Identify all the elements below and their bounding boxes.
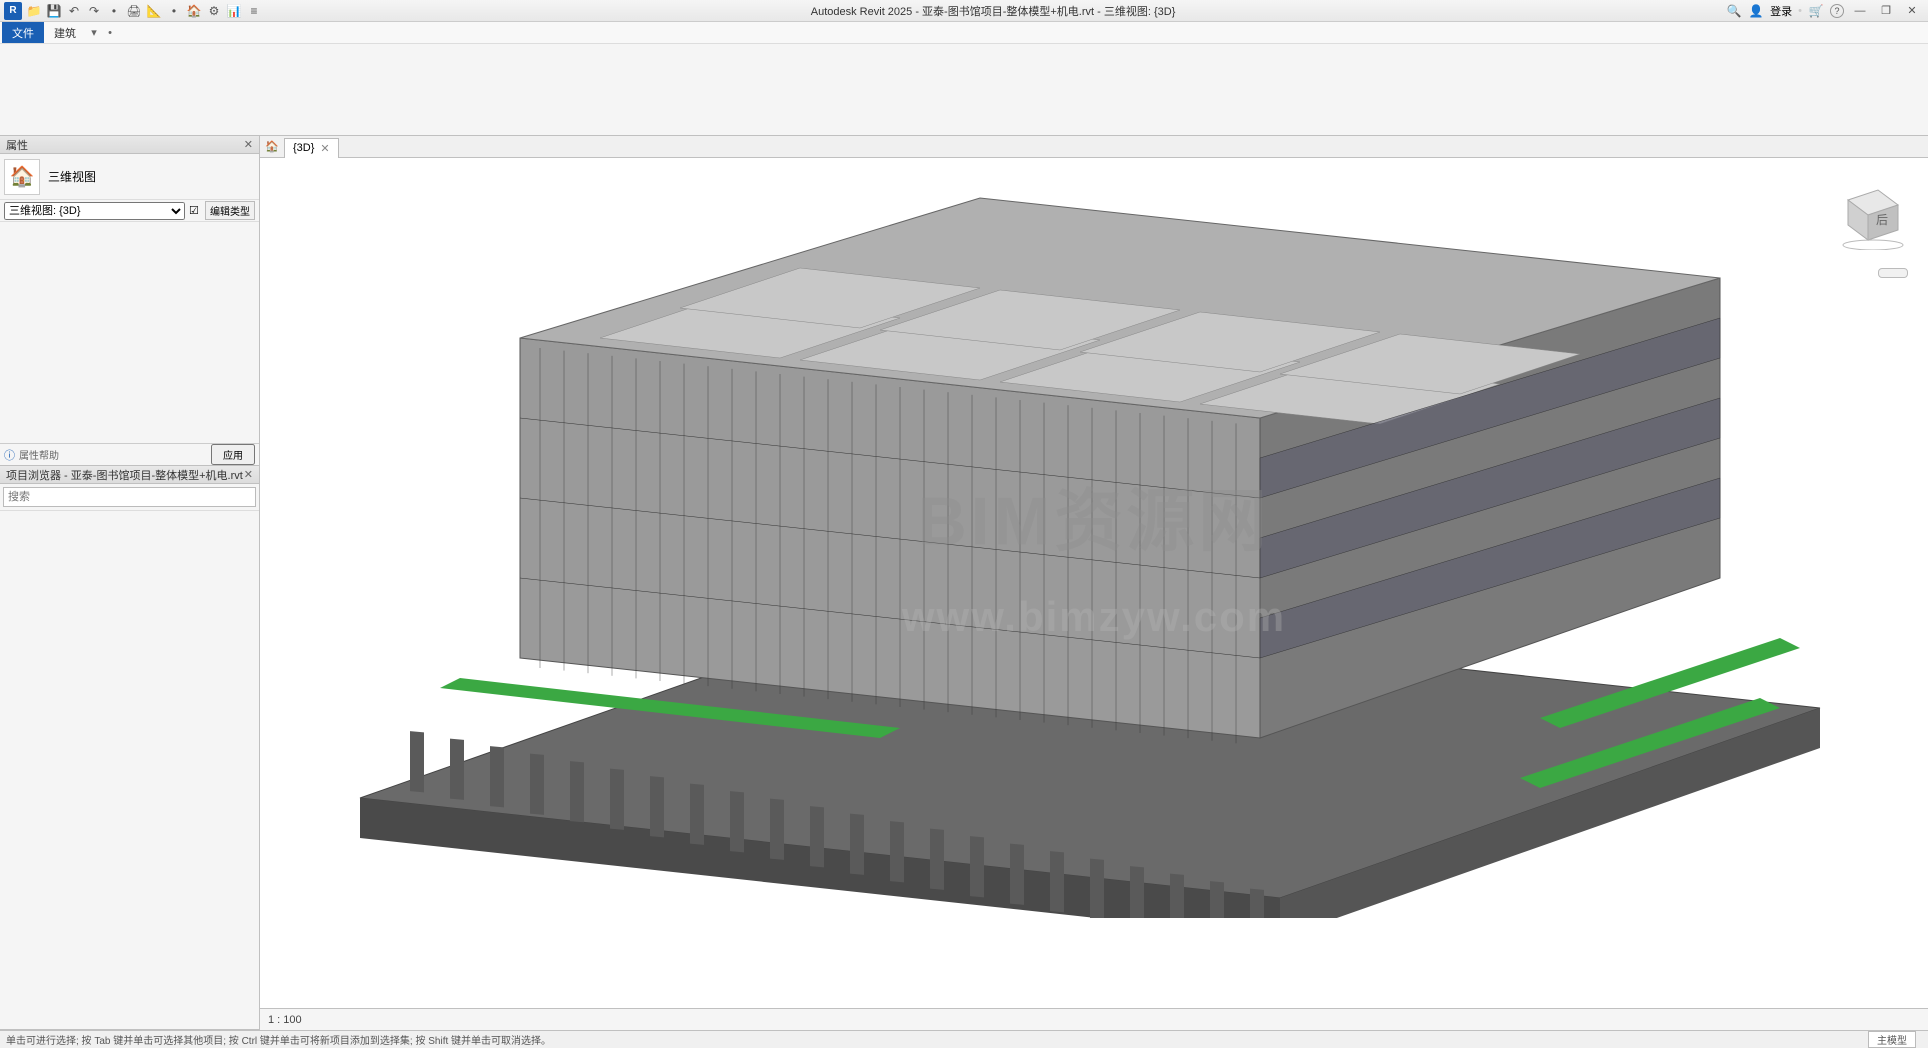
app-logo: R	[4, 2, 22, 20]
help-icon[interactable]: ⓘ	[4, 447, 15, 463]
tab-dropdown-icon[interactable]: ▾	[86, 22, 102, 43]
qat-sep: •	[106, 3, 122, 19]
3d-canvas[interactable]: // draw repetitive columns + mullions (f…	[260, 158, 1928, 1008]
qat-undo-icon[interactable]: ↶	[66, 3, 82, 19]
instance-selector-row: 三维视图: {3D} ☑ 编辑类型	[0, 200, 259, 222]
type-name: 三维视图	[48, 168, 96, 185]
browser-title: 项目浏览器 - 亚泰-图书馆项目-整体模型+机电.rvt	[6, 467, 243, 483]
status-bar: 单击可进行选择; 按 Tab 键并单击可选择其他项目; 按 Ctrl 键并单击可…	[0, 1030, 1928, 1048]
cube-face-label: 后	[1876, 213, 1888, 227]
qat-chart-icon[interactable]: 📊	[226, 3, 242, 19]
qat-home-icon[interactable]: 🏠	[186, 3, 202, 19]
cart-icon[interactable]: 🛒	[1808, 3, 1824, 19]
qat-sep: •	[166, 3, 182, 19]
browser-search	[0, 484, 259, 511]
properties-panel: 属性 ✕ 🏠 三维视图 三维视图: {3D} ☑ 编辑类型 ⓘ 属性帮助 应用	[0, 136, 259, 466]
qat-save-icon[interactable]: 💾	[46, 3, 62, 19]
tab-help-icon[interactable]: •	[102, 22, 118, 43]
help-label[interactable]: 属性帮助	[19, 447, 207, 462]
view-tab-3d[interactable]: {3D} ✕	[284, 138, 339, 158]
qat-settings-icon[interactable]: ⚙	[206, 3, 222, 19]
type-selector[interactable]: 🏠 三维视图	[0, 154, 259, 200]
ribbon	[0, 44, 1928, 136]
main-area: 属性 ✕ 🏠 三维视图 三维视图: {3D} ☑ 编辑类型 ⓘ 属性帮助 应用 …	[0, 136, 1928, 1030]
scale-control[interactable]: 1 : 100	[268, 1014, 302, 1026]
tab-建筑[interactable]: 建筑	[44, 22, 86, 43]
apply-button[interactable]: 应用	[211, 444, 255, 465]
view-control-bar: 1 : 100	[260, 1008, 1928, 1030]
instance-selector[interactable]: 三维视图: {3D}	[4, 202, 185, 220]
titlebar-right: 🔍 👤 登录 • 🛒 ? — ❐ ✕	[1720, 3, 1928, 19]
close-button[interactable]: ✕	[1902, 3, 1922, 19]
search-input[interactable]	[3, 487, 256, 507]
browser-tree[interactable]	[0, 511, 259, 1029]
qat: R 📁 💾 ↶ ↷ • 🖨 📐 • 🏠 ⚙ 📊 ≡	[0, 2, 266, 20]
minimize-button[interactable]: —	[1850, 3, 1870, 19]
properties-title: 属性	[6, 137, 28, 153]
project-browser: 项目浏览器 - 亚泰-图书馆项目-整体模型+机电.rvt ✕	[0, 466, 259, 1030]
apply-row: ⓘ 属性帮助 应用	[0, 443, 259, 465]
close-icon[interactable]: ✕	[244, 138, 253, 151]
home-view-icon[interactable]: 🏠	[260, 140, 284, 153]
navigation-bar	[1878, 268, 1908, 278]
ribbon-tabs: 文件 建筑 ▾ •	[0, 22, 1928, 44]
building-render	[260, 158, 1928, 918]
view-tabs: 🏠 {3D} ✕	[260, 136, 1928, 158]
user-icon[interactable]: 👤	[1748, 3, 1764, 19]
status-hint: 单击可进行选择; 按 Tab 键并单击可选择其他项目; 按 Ctrl 键并单击可…	[6, 1032, 551, 1047]
close-icon[interactable]: ✕	[244, 468, 253, 481]
edit-type-button[interactable]: 编辑类型	[205, 201, 255, 220]
qat-measure-icon[interactable]: 📐	[146, 3, 162, 19]
search-icon[interactable]: 🔍	[1726, 3, 1742, 19]
close-tab-icon[interactable]: ✕	[320, 142, 329, 155]
window-title: Autodesk Revit 2025 - 亚泰-图书馆项目-整体模型+机电.r…	[266, 3, 1720, 19]
login-link[interactable]: 登录	[1770, 3, 1792, 19]
property-grid[interactable]	[0, 222, 259, 443]
qat-redo-icon[interactable]: ↷	[86, 3, 102, 19]
qat-open-icon[interactable]: 📁	[26, 3, 42, 19]
properties-header: 属性 ✕	[0, 136, 259, 154]
view3d-icon: 🏠	[4, 159, 40, 195]
status-right: 主模型	[1868, 1031, 1922, 1048]
left-dock: 属性 ✕ 🏠 三维视图 三维视图: {3D} ☑ 编辑类型 ⓘ 属性帮助 应用 …	[0, 136, 260, 1030]
view-tab-label: {3D}	[293, 142, 314, 154]
browser-header: 项目浏览器 - 亚泰-图书馆项目-整体模型+机电.rvt ✕	[0, 466, 259, 484]
help-icon[interactable]: ?	[1830, 4, 1844, 18]
status-model-label[interactable]: 主模型	[1868, 1031, 1916, 1048]
view-cube[interactable]: 后	[1828, 170, 1908, 250]
tab-file[interactable]: 文件	[2, 22, 44, 43]
maximize-button[interactable]: ❐	[1876, 3, 1896, 19]
qat-list-icon[interactable]: ≡	[246, 3, 262, 19]
viewport: 🏠 {3D} ✕	[260, 136, 1928, 1030]
titlebar: R 📁 💾 ↶ ↷ • 🖨 📐 • 🏠 ⚙ 📊 ≡ Autodesk Revit…	[0, 0, 1928, 22]
qat-print-icon[interactable]: 🖨	[126, 3, 142, 19]
